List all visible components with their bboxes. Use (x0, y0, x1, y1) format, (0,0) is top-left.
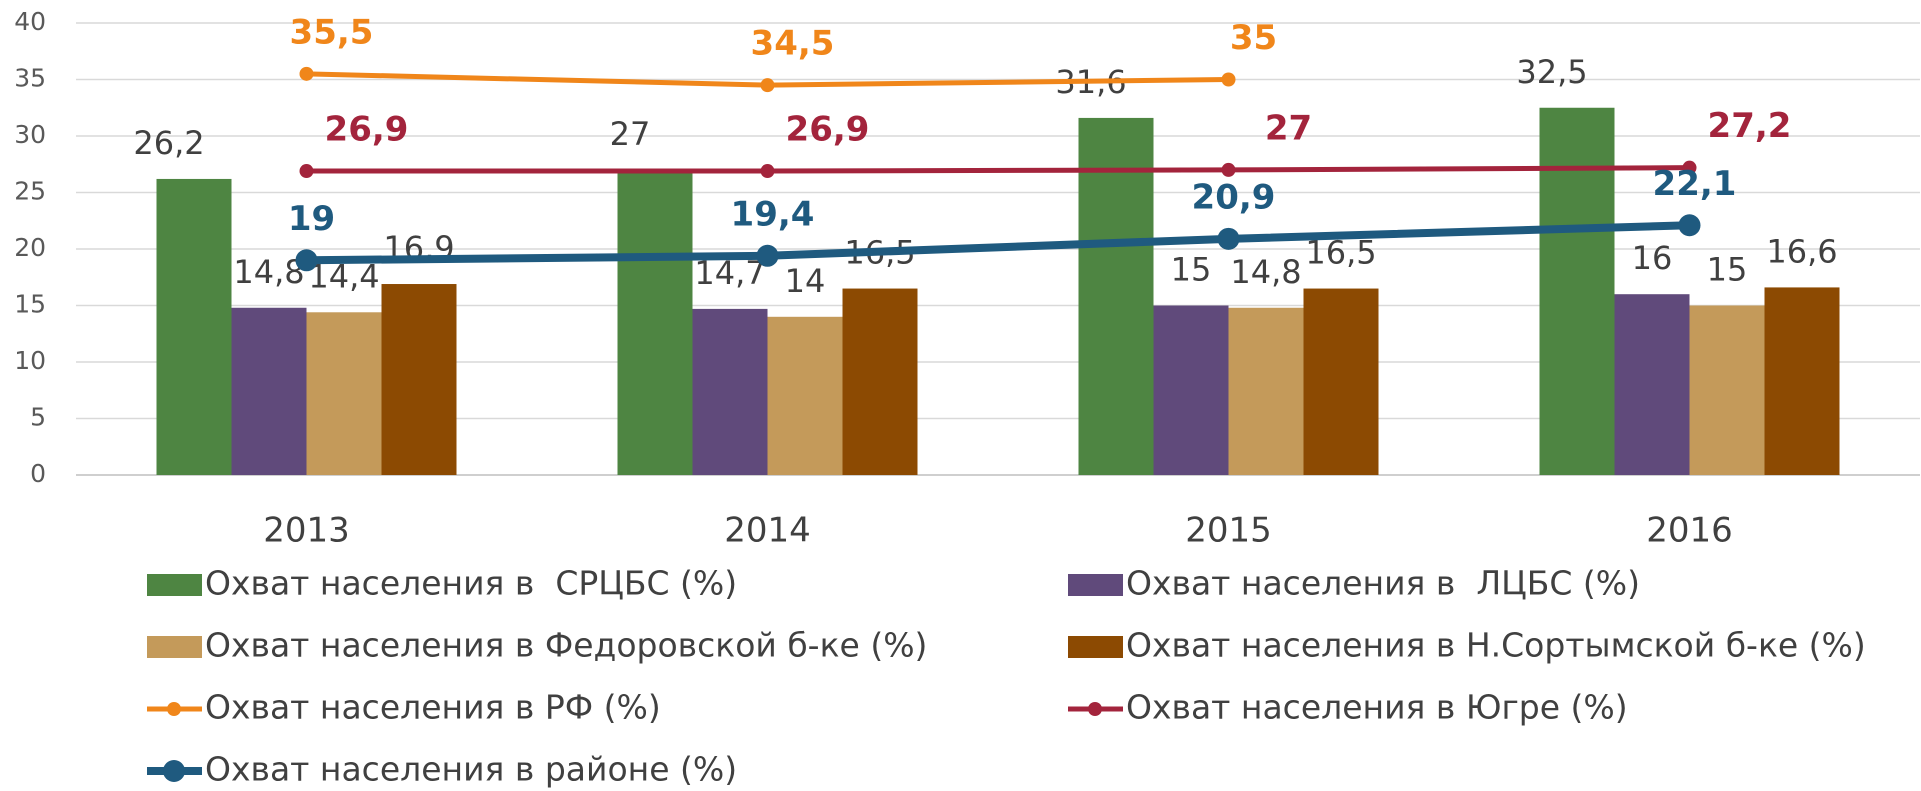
line-marker (1678, 214, 1701, 237)
line-value-label: 27,2 (1708, 106, 1792, 146)
bar (1764, 287, 1840, 475)
bar (692, 308, 768, 475)
line-marker (1221, 162, 1236, 177)
legend-swatch (1068, 574, 1123, 596)
bar-value-label: 27 (610, 115, 651, 153)
legend-label: Охват населения в Н.Сортымской б-ке (%) (1126, 626, 1866, 665)
line-marker (1682, 160, 1697, 175)
x-tick-label: 2015 (1185, 511, 1272, 551)
line-value-label: 35,5 (290, 12, 374, 52)
legend-label: Охват населения в ЛЦБС (%) (1126, 564, 1640, 603)
y-tick-label: 5 (30, 403, 46, 432)
bar (1078, 117, 1154, 476)
y-tick-label: 35 (14, 64, 46, 93)
bar-value-label: 15 (1707, 251, 1748, 289)
x-tick-label: 2014 (724, 511, 811, 551)
bar (156, 178, 232, 475)
line-value-label: 34,5 (751, 24, 835, 64)
y-tick-label: 30 (14, 120, 46, 149)
line-value-label: 26,9 (786, 110, 870, 150)
legend-swatch (167, 702, 181, 716)
bar (1228, 307, 1304, 475)
line-value-label: 20,9 (1192, 177, 1276, 217)
x-tick-label: 2016 (1646, 511, 1733, 551)
legend-swatch (163, 760, 185, 782)
bar-value-label: 14 (785, 262, 826, 300)
legend-label: Охват населения в РФ (%) (205, 688, 661, 727)
bar (1614, 294, 1690, 475)
bar-value-label: 14,8 (233, 253, 304, 291)
bar-value-label: 16,6 (1766, 232, 1837, 270)
y-tick-label: 20 (14, 233, 46, 262)
legend-label: Охват населения в Югре (%) (1126, 688, 1628, 727)
legend-swatch (1088, 702, 1102, 716)
bar-value-label: 32,5 (1516, 53, 1587, 91)
bar-value-label: 26,2 (133, 124, 204, 162)
line-value-label: 19 (288, 199, 335, 239)
bar (1303, 288, 1379, 475)
line-marker (295, 249, 318, 272)
y-tick-label: 10 (14, 346, 46, 375)
y-tick-label: 40 (14, 7, 46, 36)
bar (1689, 305, 1765, 475)
bar (767, 316, 843, 475)
line-value-label: 26,9 (325, 110, 409, 150)
line-marker (1217, 227, 1240, 250)
legend-swatch (147, 636, 202, 658)
bar (231, 307, 307, 475)
legend-label: Охват населения в районе (%) (205, 750, 737, 789)
bar (617, 169, 693, 475)
bar (842, 288, 918, 475)
y-tick-label: 15 (14, 290, 46, 319)
legend-swatch (1068, 636, 1123, 658)
bar (306, 312, 382, 475)
line (306, 165, 1690, 174)
line-marker (299, 164, 314, 179)
line-marker (1221, 72, 1236, 87)
x-tick-label: 2013 (263, 511, 350, 551)
bar-value-label: 15 (1171, 251, 1212, 289)
bar-value-label: 16 (1632, 239, 1673, 277)
line-marker (760, 164, 775, 179)
legend-label: Охват населения в Федоровской б-ке (%) (205, 626, 927, 665)
legend-swatch (147, 574, 202, 596)
line-value-label: 27 (1265, 108, 1312, 148)
bar-value-label: 14,8 (1230, 253, 1301, 291)
line-marker (299, 66, 314, 81)
line (306, 221, 1690, 265)
y-tick-label: 25 (14, 177, 46, 206)
line-value-label: 22,1 (1653, 164, 1737, 204)
bar (1539, 107, 1615, 475)
line-value-label: 35 (1230, 18, 1277, 58)
line-value-label: 19,4 (731, 194, 815, 234)
legend-label: Охват населения в СРЦБС (%) (205, 564, 737, 603)
line-marker (760, 78, 775, 93)
line-marker (756, 244, 779, 267)
bar (381, 284, 457, 475)
y-tick-label: 0 (30, 459, 46, 488)
bar (1153, 305, 1229, 475)
